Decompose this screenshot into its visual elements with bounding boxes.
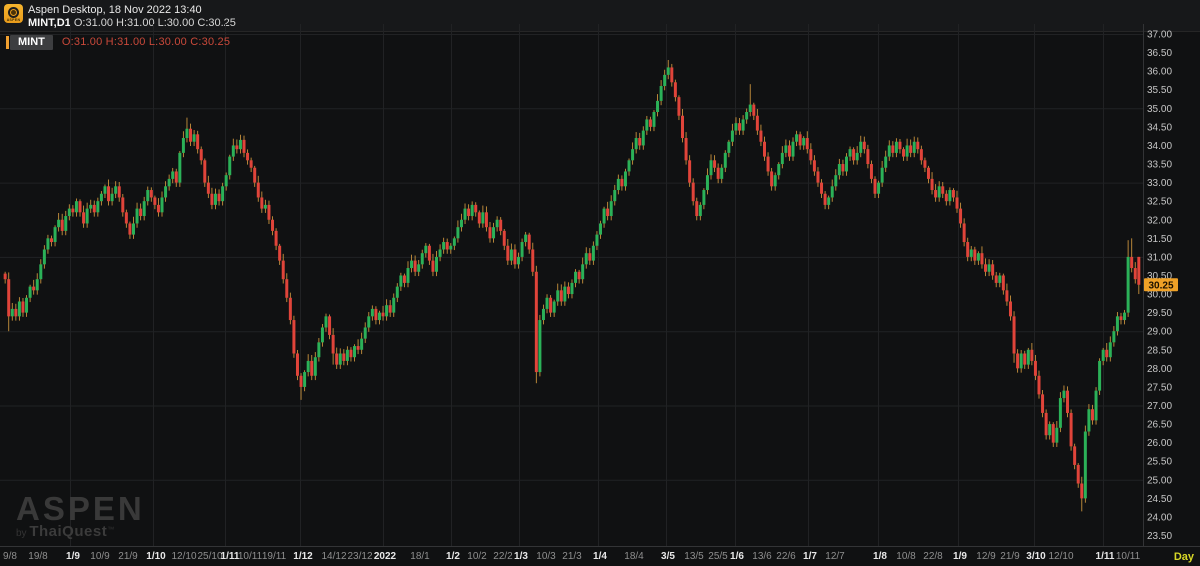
svg-text:10/2: 10/2 [467, 551, 487, 562]
app-title: Aspen Desktop, 18 Nov 2022 13:40 [28, 4, 202, 16]
svg-text:25.50: 25.50 [1147, 457, 1172, 468]
svg-text:32.00: 32.00 [1147, 215, 1172, 226]
svg-text:1/6: 1/6 [730, 551, 744, 562]
svg-text:25/5: 25/5 [708, 551, 728, 562]
svg-text:1/9: 1/9 [953, 551, 967, 562]
svg-text:35.00: 35.00 [1147, 104, 1172, 115]
svg-text:36.00: 36.00 [1147, 67, 1172, 78]
svg-text:28.00: 28.00 [1147, 364, 1172, 375]
svg-text:31.50: 31.50 [1147, 234, 1172, 245]
svg-text:29.50: 29.50 [1147, 308, 1172, 319]
svg-text:28.50: 28.50 [1147, 345, 1172, 356]
svg-text:2022: 2022 [374, 551, 397, 562]
period-selector[interactable]: Day [1173, 551, 1194, 563]
svg-text:18/4: 18/4 [624, 551, 644, 562]
svg-text:30.25: 30.25 [1148, 281, 1173, 292]
svg-text:23.50: 23.50 [1147, 531, 1172, 542]
svg-text:31.00: 31.00 [1147, 252, 1172, 263]
svg-text:10/11: 10/11 [1116, 551, 1141, 562]
svg-text:1/11: 1/11 [221, 551, 240, 562]
price-axis[interactable]: 37.00 36.50 36.00 35.50 35.00 34.50 34.00 33.50… [1147, 30, 1172, 543]
aspen-logo-text: ASPEN [6, 17, 21, 22]
svg-text:1/2: 1/2 [446, 551, 460, 562]
svg-text:10/8: 10/8 [896, 551, 916, 562]
svg-text:25/10: 25/10 [197, 551, 222, 562]
svg-text:30.00: 30.00 [1147, 290, 1172, 301]
aspen-app-icon[interactable]: ASPEN [4, 4, 23, 23]
series-color-bar [6, 35, 9, 49]
svg-text:34.50: 34.50 [1147, 122, 1172, 133]
svg-text:3/10: 3/10 [1026, 551, 1046, 562]
date-axis[interactable]: 9/8 19/8 1/9 10/9 21/9 1/10 12/10 25/101/1110/1… [3, 551, 1141, 562]
svg-text:12/7: 12/7 [825, 551, 845, 562]
svg-text:24.50: 24.50 [1147, 494, 1172, 505]
price-gridlines [0, 34, 1143, 481]
svg-text:26.00: 26.00 [1147, 438, 1172, 449]
svg-text:19/8: 19/8 [28, 551, 48, 562]
symbol-tab[interactable]: MINT [10, 34, 53, 50]
svg-text:27.50: 27.50 [1147, 382, 1172, 393]
svg-text:10/3: 10/3 [536, 551, 556, 562]
svg-text:26.50: 26.50 [1147, 420, 1172, 431]
svg-text:10/11: 10/11 [238, 551, 263, 562]
svg-text:21/9: 21/9 [1000, 551, 1020, 562]
svg-text:21/3: 21/3 [562, 551, 582, 562]
month-gridlines [70, 24, 1104, 546]
svg-text:13/5: 13/5 [684, 551, 704, 562]
svg-text:1/9: 1/9 [66, 551, 80, 562]
svg-text:30.50: 30.50 [1147, 271, 1172, 282]
symbol-info-line: MINT,D1 O:31.00 H:31.00 L:30.00 C:30.25 [28, 17, 236, 29]
svg-text:1/12: 1/12 [293, 551, 313, 562]
svg-text:12/9: 12/9 [976, 551, 996, 562]
svg-text:1/8: 1/8 [873, 551, 887, 562]
svg-text:23/12: 23/12 [347, 551, 372, 562]
svg-text:1/3: 1/3 [514, 551, 528, 562]
svg-text:14/12: 14/12 [321, 551, 346, 562]
svg-text:33.50: 33.50 [1147, 160, 1172, 171]
svg-text:27.00: 27.00 [1147, 401, 1172, 412]
svg-text:22/6: 22/6 [776, 551, 796, 562]
svg-text:24.00: 24.00 [1147, 512, 1172, 523]
svg-text:21/9: 21/9 [118, 551, 138, 562]
svg-text:32.50: 32.50 [1147, 197, 1172, 208]
legend-ohlc-readout: O:31.00 H:31.00 L:30.00 C:30.25 [61, 36, 231, 48]
svg-text:9/8: 9/8 [3, 551, 17, 562]
svg-text:1/10: 1/10 [146, 551, 166, 562]
svg-text:12/10: 12/10 [171, 551, 196, 562]
svg-text:1/7: 1/7 [803, 551, 817, 562]
svg-text:19/11: 19/11 [262, 551, 287, 562]
svg-text:3/5: 3/5 [661, 551, 675, 562]
aspen-logo-lens-icon [8, 6, 19, 18]
svg-text:22/2: 22/2 [493, 551, 513, 562]
svg-text:25.00: 25.00 [1147, 475, 1172, 486]
svg-text:37.00: 37.00 [1147, 30, 1172, 41]
svg-text:22/8: 22/8 [923, 551, 943, 562]
series-legend: MINT O:31.00 H:31.00 L:30.00 C:30.25 [6, 34, 231, 50]
svg-text:1/4: 1/4 [593, 551, 607, 562]
candles [3, 60, 1141, 512]
title-bar: ASPEN Aspen Desktop, 18 Nov 2022 13:40 M… [0, 0, 1200, 32]
svg-text:36.50: 36.50 [1147, 48, 1172, 59]
axis-frame [0, 24, 1200, 547]
symbol-ohlc-readout: O:31.00 H:31.00 L:30.00 C:30.25 [73, 17, 236, 29]
svg-text:1/11: 1/11 [1096, 551, 1115, 562]
svg-text:10/9: 10/9 [90, 551, 110, 562]
svg-text:35.50: 35.50 [1147, 85, 1172, 96]
svg-text:18/1: 18/1 [410, 551, 430, 562]
last-price-badge: 30.25 [1144, 278, 1178, 292]
svg-text:33.00: 33.00 [1147, 178, 1172, 189]
svg-text:12/10: 12/10 [1048, 551, 1073, 562]
svg-text:13/6: 13/6 [752, 551, 772, 562]
svg-text:29.00: 29.00 [1147, 327, 1172, 338]
svg-text:34.00: 34.00 [1147, 141, 1172, 152]
symbol-timeframe: MINT,D1 [28, 17, 71, 29]
